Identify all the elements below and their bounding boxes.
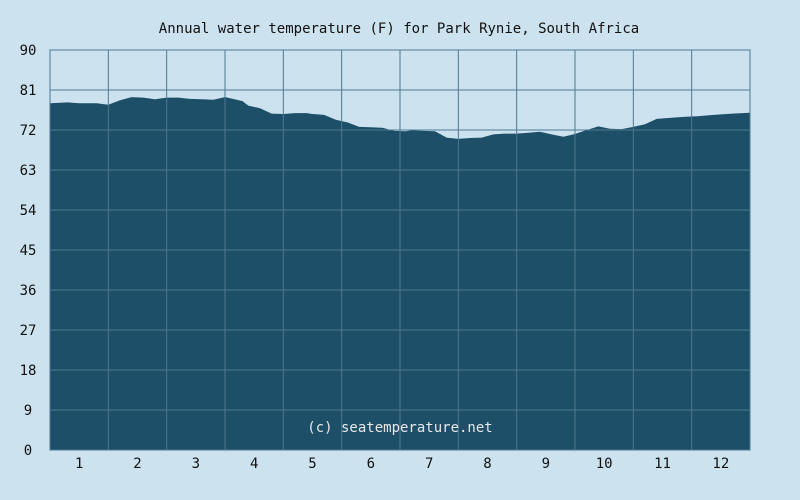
x-tick-label: 6 xyxy=(367,456,375,472)
y-tick-label: 54 xyxy=(20,203,37,219)
x-tick-label: 3 xyxy=(192,456,200,472)
chart-title: Annual water temperature (F) for Park Ry… xyxy=(159,21,639,37)
plot-frame xyxy=(49,49,751,451)
x-tick-label: 1 xyxy=(75,456,83,472)
x-tick-label: 4 xyxy=(250,456,258,472)
y-tick-label: 72 xyxy=(20,123,37,139)
x-tick-label: 11 xyxy=(654,456,671,472)
y-tick-label: 36 xyxy=(20,283,37,299)
x-tick-label: 10 xyxy=(596,456,613,472)
x-tick-label: 5 xyxy=(308,456,316,472)
x-tick-label: 7 xyxy=(425,456,433,472)
x-tick-label: 9 xyxy=(542,456,550,472)
y-tick-label: 90 xyxy=(20,43,37,59)
y-tick-label: 0 xyxy=(24,443,32,459)
y-tick-label: 9 xyxy=(24,403,32,419)
x-axis-ticks: 1 2 3 4 5 6 7 8 9 10 11 12 xyxy=(75,456,729,472)
x-tick-label: 2 xyxy=(133,456,141,472)
y-tick-label: 63 xyxy=(20,163,37,179)
y-axis-ticks: 0 9 18 27 36 45 54 63 72 81 90 xyxy=(20,43,37,459)
watermark: (c) seatemperature.net xyxy=(307,420,492,436)
x-tick-label: 8 xyxy=(483,456,491,472)
y-tick-label: 27 xyxy=(20,323,37,339)
y-tick-label: 81 xyxy=(20,83,37,99)
x-tick-label: 12 xyxy=(712,456,729,472)
y-tick-label: 18 xyxy=(20,363,37,379)
y-tick-label: 45 xyxy=(20,243,37,259)
